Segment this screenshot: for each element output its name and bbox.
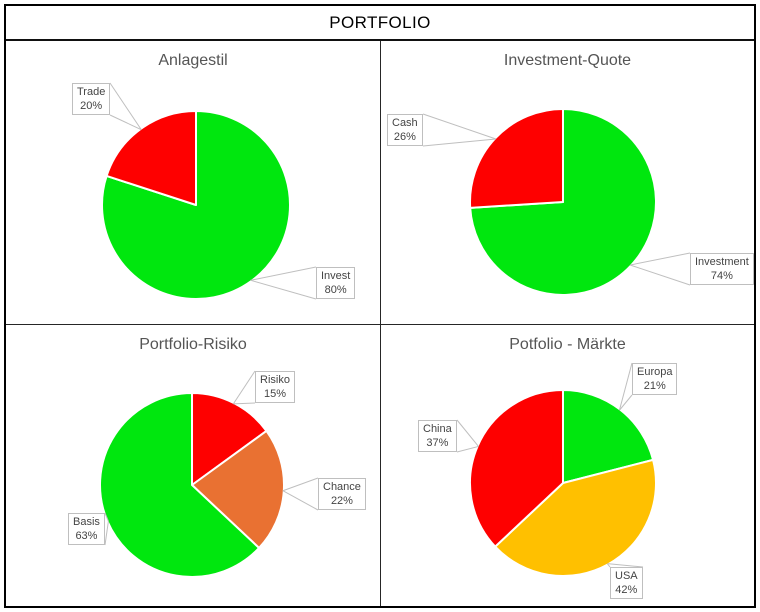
pie-label-name: Invest xyxy=(321,270,351,282)
pie-label-percent: 15% xyxy=(263,388,286,400)
label-leader-line xyxy=(232,370,256,405)
pie-label-name: Cash xyxy=(392,117,418,129)
label-leader-line xyxy=(422,113,497,140)
pie-chart xyxy=(99,370,319,578)
pie-label-risiko: Risiko 15% xyxy=(255,371,295,403)
pie-label-name: Europa xyxy=(637,366,673,378)
pie-label-percent: 63% xyxy=(75,530,98,542)
pie-label-percent: 20% xyxy=(80,100,103,112)
label-leader-line xyxy=(250,279,317,300)
pie-slice-cash xyxy=(469,108,564,209)
pie-label-percent: 21% xyxy=(643,380,666,392)
label-leader-line xyxy=(618,362,633,411)
label-leader-line xyxy=(606,563,611,568)
label-leader-line xyxy=(109,114,142,131)
pie-label-name: China xyxy=(423,423,452,435)
chart-title: Anlagestil xyxy=(158,52,228,69)
portfolio-dashboard: PORTFOLIO Anlagestil Invest 80% Trade 20% I… xyxy=(4,4,756,608)
label-leader-line xyxy=(282,477,319,492)
pie-chart xyxy=(101,82,317,300)
pie-chart xyxy=(422,108,691,296)
pie-slice-basis xyxy=(99,392,261,578)
pie-label-europa: Europa 21% xyxy=(632,363,678,395)
pie-label-percent: 22% xyxy=(330,495,353,507)
pie-label-investment: Investment 74% xyxy=(690,253,754,285)
pie-label-percent: 80% xyxy=(324,284,347,296)
pie-label-china: China 37% xyxy=(418,420,457,452)
label-leader-line xyxy=(456,445,479,453)
chart-potfolio-maerkte: Potfolio - Märkte Europa 21% USA 42% China 37… xyxy=(380,324,754,606)
pie-label-percent: 37% xyxy=(426,437,449,449)
pie-label-basis: Basis 63% xyxy=(68,513,105,545)
pie-label-trade: Trade 20% xyxy=(72,83,111,115)
chart-anlagestil: Anlagestil Invest 80% Trade 20% xyxy=(6,41,380,324)
pie-label-percent: 42% xyxy=(615,584,638,596)
label-leader-line xyxy=(233,402,256,405)
label-leader-line xyxy=(104,521,109,546)
pie-label-name: Trade xyxy=(77,86,106,98)
label-leader-line xyxy=(630,252,691,266)
pie-label-percent: 26% xyxy=(393,131,416,143)
chart-investment-quote: Investment-Quote Investment 74% Cash 26% xyxy=(380,41,754,324)
pie-label-percent: 74% xyxy=(710,270,733,282)
label-leader-line xyxy=(607,563,644,568)
chart-grid: Anlagestil Invest 80% Trade 20% Investment-… xyxy=(6,41,754,606)
page-title: PORTFOLIO xyxy=(6,6,754,41)
label-leader-line xyxy=(109,82,142,130)
chart-title: Potfolio - Märkte xyxy=(509,336,626,353)
label-leader-line xyxy=(619,394,633,411)
label-leader-line xyxy=(422,138,496,147)
label-leader-line xyxy=(629,264,691,286)
label-leader-line xyxy=(456,419,479,447)
pie-label-name: Risiko xyxy=(260,374,290,386)
pie-label-chance: Chance 22% xyxy=(318,478,366,510)
chart-title: Portfolio-Risiko xyxy=(139,336,247,353)
label-leader-line xyxy=(282,490,319,511)
label-leader-line xyxy=(250,266,317,281)
pie-label-usa: USA 42% xyxy=(610,567,643,599)
pie-label-invest: Invest 80% xyxy=(316,267,356,299)
chart-title: Investment-Quote xyxy=(503,52,632,69)
pie-label-name: Basis xyxy=(73,516,100,528)
chart-portfolio-risiko: Portfolio-Risiko Risiko 15% Chance 22% Basis… xyxy=(6,324,380,606)
pie-chart xyxy=(456,362,657,577)
label-leader-line xyxy=(104,512,109,522)
pie-label-name: USA xyxy=(615,570,638,582)
pie-label-cash: Cash 26% xyxy=(387,114,423,146)
pie-label-name: Chance xyxy=(323,481,361,493)
pie-label-name: Investment xyxy=(695,256,749,268)
